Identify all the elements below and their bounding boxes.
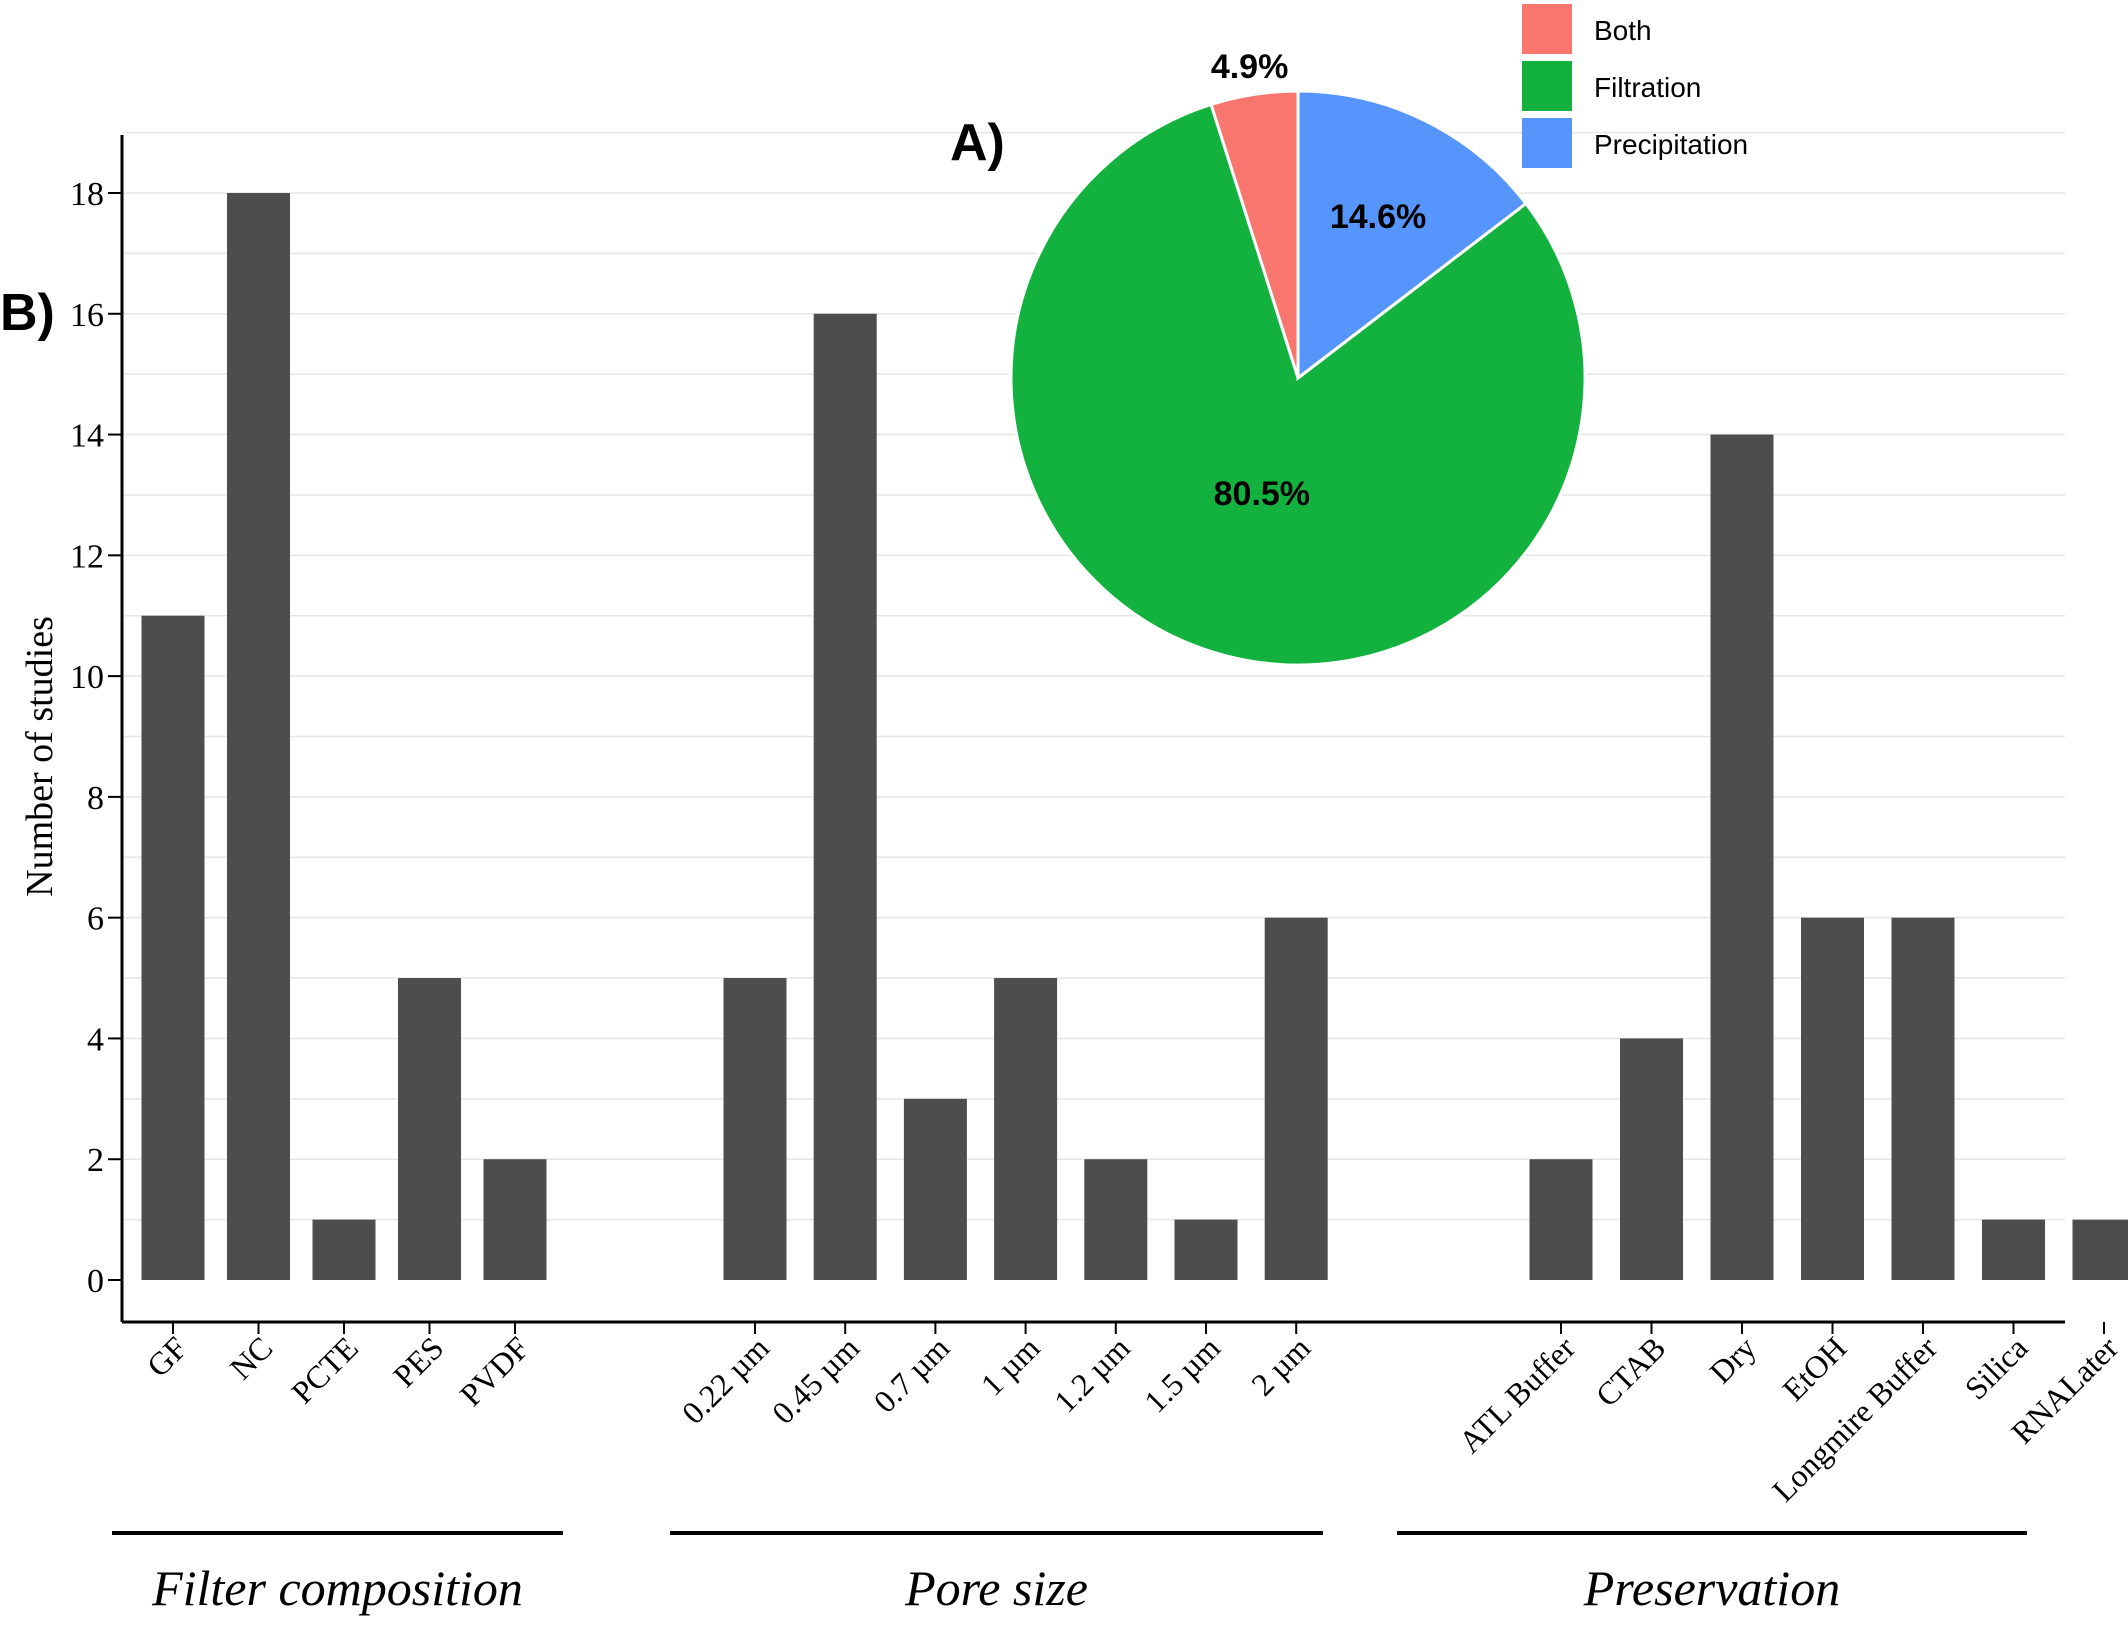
bar [994, 978, 1057, 1280]
y-tick-label: 8 [87, 780, 104, 817]
bar [142, 616, 205, 1280]
pie-slices [1011, 91, 1585, 665]
x-tick-label: 1.2 µm [1047, 1329, 1137, 1419]
x-tick-label: PVDF [453, 1329, 536, 1412]
x-tick-label: 0.45 µm [765, 1329, 866, 1430]
x-tick-label: Dry [1702, 1329, 1763, 1390]
bar [313, 1220, 376, 1280]
x-tick-label: 0.22 µm [675, 1329, 776, 1430]
x-tick-label: Silica [1957, 1329, 2034, 1406]
group-label: Preservation [1583, 1560, 1840, 1616]
x-tick-label: Longmire Buffer [1765, 1329, 1944, 1508]
bar [484, 1159, 547, 1280]
x-tick-label: NC [223, 1329, 280, 1386]
bar [2073, 1220, 2128, 1280]
y-tick-label: 0 [87, 1263, 104, 1300]
legend-label: Filtration [1594, 72, 1701, 103]
pie-slice-label: 80.5% [1214, 475, 1310, 513]
bar [904, 1099, 967, 1280]
y-tick-label: 2 [87, 1142, 104, 1179]
x-tick-label: PCTE [284, 1329, 365, 1410]
legend-label: Both [1594, 15, 1652, 46]
y-axis-label: Number of studies [19, 616, 61, 897]
bar [1620, 1038, 1683, 1280]
panel-label-a: A) [950, 114, 1005, 172]
y-tick-labels: 0 2 4 6 8 10 12 14 16 18 [70, 176, 122, 1300]
x-tick-label: EtOH [1775, 1329, 1853, 1407]
legend-swatch [1522, 61, 1572, 111]
bar [1530, 1159, 1593, 1280]
bar [227, 193, 290, 1280]
pie-legend: Both Filtration Precipitation [1522, 4, 1748, 168]
x-tick-label: 1 µm [973, 1329, 1046, 1402]
y-tick-label: 4 [87, 1021, 104, 1058]
bar [1084, 1159, 1147, 1280]
x-tick-label: 0.7 µm [866, 1329, 956, 1419]
bar [1711, 435, 1774, 1280]
x-tick-label: ATL Buffer [1452, 1329, 1583, 1460]
bar [814, 314, 877, 1280]
x-tick-label: CTAB [1588, 1329, 1672, 1413]
x-tick-label: 1.5 µm [1137, 1329, 1227, 1419]
pie-slice-label: 14.6% [1330, 198, 1426, 236]
x-tick-label: PES [386, 1329, 450, 1393]
legend-swatch [1522, 118, 1572, 168]
bar [398, 978, 461, 1280]
x-tick-label: GF [140, 1329, 194, 1383]
y-tick-label: 16 [70, 297, 104, 334]
x-tick-label: 2 µm [1244, 1329, 1317, 1402]
bar [1801, 918, 1864, 1280]
legend-label: Precipitation [1594, 129, 1748, 160]
bar [1982, 1220, 2045, 1280]
pie-chart-panel: 4.9% 80.5% 14.6% Both Filtration Precipitati… [950, 4, 1748, 665]
group-label: Filter composition [151, 1560, 523, 1616]
bar [1265, 918, 1328, 1280]
legend-swatch [1522, 4, 1572, 54]
y-tick-label: 18 [70, 176, 104, 213]
bar [724, 978, 787, 1280]
panel-label-b: B) [0, 284, 55, 342]
group-label: Pore size [904, 1560, 1088, 1616]
bar [1892, 918, 1955, 1280]
y-tick-label: 6 [87, 901, 104, 938]
y-tick-label: 14 [70, 418, 104, 455]
bar [1175, 1220, 1238, 1280]
y-tick-label: 10 [70, 659, 104, 696]
group-labels: Filter composition Pore size Preservation [112, 1533, 2027, 1616]
y-tick-label: 12 [70, 538, 104, 575]
pie-slice-label: 4.9% [1211, 48, 1289, 86]
